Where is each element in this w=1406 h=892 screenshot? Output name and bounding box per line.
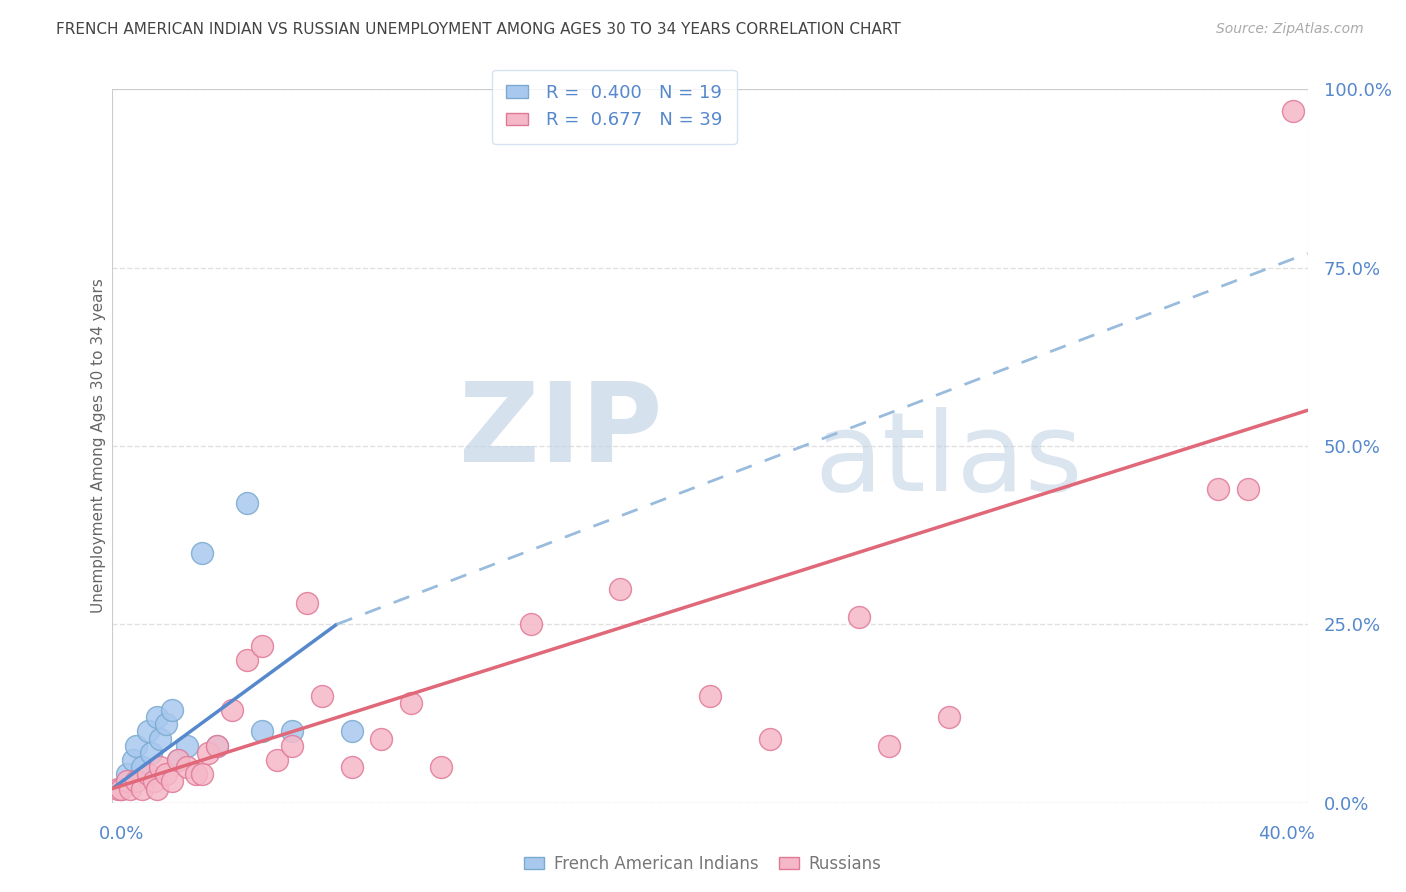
Point [117, 767, 139, 781]
Point [125, 774, 148, 789]
Point [295, 596, 318, 610]
Point [138, 724, 160, 739]
Point [162, 703, 183, 717]
Point [340, 724, 363, 739]
Point [205, 739, 228, 753]
Point [110, 781, 132, 796]
Text: atlas: atlas [815, 407, 1083, 514]
Point [176, 760, 198, 774]
Point [141, 746, 163, 760]
Point [120, 781, 142, 796]
Text: ZIP: ZIP [458, 378, 662, 485]
Y-axis label: Unemployment Among Ages 30 to 34 years: Unemployment Among Ages 30 to 34 years [91, 278, 105, 614]
Point [167, 753, 190, 767]
Point [938, 710, 960, 724]
Legend: French American Indians, Russians: French American Indians, Russians [517, 848, 889, 880]
Point [401, 696, 423, 710]
Point [117, 774, 139, 789]
Point [848, 610, 870, 624]
Point [609, 582, 631, 596]
Point [131, 760, 153, 774]
Point [340, 760, 363, 774]
Point [1237, 482, 1260, 496]
Point [191, 546, 214, 560]
Point [221, 703, 243, 717]
Point [155, 767, 177, 781]
Point [110, 781, 132, 796]
Point [146, 710, 169, 724]
Point [1206, 482, 1229, 496]
Point [143, 774, 166, 789]
Point [197, 746, 219, 760]
Text: 0.0%: 0.0% [98, 825, 143, 843]
Legend: R =  0.400   N = 19, R =  0.677   N = 39: R = 0.400 N = 19, R = 0.677 N = 39 [492, 70, 737, 144]
Point [520, 617, 543, 632]
Point [311, 689, 333, 703]
Text: Source: ZipAtlas.com: Source: ZipAtlas.com [1216, 22, 1364, 37]
Point [138, 767, 160, 781]
Point [176, 739, 198, 753]
Point [699, 689, 721, 703]
Point [122, 753, 145, 767]
Point [236, 496, 259, 510]
Text: 40.0%: 40.0% [1258, 825, 1315, 843]
Point [131, 781, 153, 796]
Point [430, 760, 453, 774]
Text: FRENCH AMERICAN INDIAN VS RUSSIAN UNEMPLOYMENT AMONG AGES 30 TO 34 YEARS CORRELA: FRENCH AMERICAN INDIAN VS RUSSIAN UNEMPL… [56, 22, 901, 37]
Point [1281, 103, 1303, 118]
Point [125, 739, 148, 753]
Point [149, 760, 172, 774]
Point [266, 753, 288, 767]
Point [759, 731, 782, 746]
Point [167, 753, 190, 767]
Point [236, 653, 259, 667]
Point [281, 724, 304, 739]
Point [250, 639, 273, 653]
Point [191, 767, 214, 781]
Point [281, 739, 304, 753]
Point [155, 717, 177, 731]
Point [186, 767, 208, 781]
Point [879, 739, 901, 753]
Point [146, 781, 169, 796]
Point [370, 731, 392, 746]
Point [149, 731, 172, 746]
Point [205, 739, 228, 753]
Point [250, 724, 273, 739]
Point [162, 774, 183, 789]
Point [107, 781, 129, 796]
